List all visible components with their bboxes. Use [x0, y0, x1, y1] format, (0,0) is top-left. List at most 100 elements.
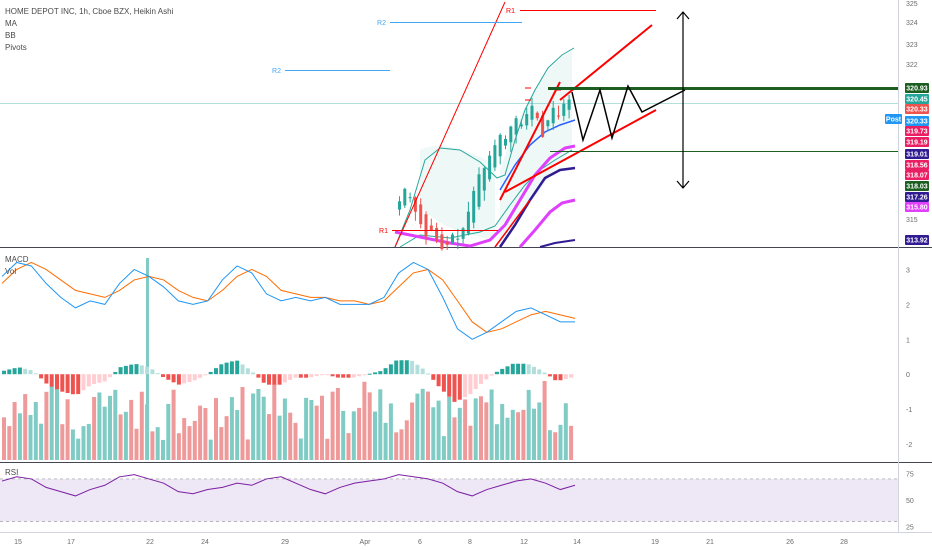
volume-bar: [351, 411, 356, 460]
bb-fill: [500, 50, 572, 240]
volume-bar: [256, 388, 261, 460]
macd-histogram-bar: [134, 364, 139, 375]
chart-title: HOME DEPOT INC, 1h, Cboe BZX, Heikin Ash…: [5, 7, 174, 16]
volume-bar: [272, 383, 277, 460]
macd-histogram-bar: [23, 368, 28, 375]
price-tag-bg: [905, 149, 929, 159]
volume-bar: [330, 391, 335, 460]
macd-histogram-bar: [288, 374, 293, 380]
volume-bar: [150, 431, 155, 460]
macd-histogram-bar: [341, 374, 346, 378]
macd-line: [1, 261, 575, 340]
bb-upper-line: [394, 47, 575, 248]
macd-tick-label: -1: [906, 407, 912, 414]
volume-bar: [208, 439, 213, 460]
macd-histogram-bar: [373, 372, 377, 375]
macd-histogram-bar: [277, 374, 282, 385]
bb-fill: [420, 145, 495, 240]
candle-body: [482, 168, 486, 191]
price-tag: 320.33: [905, 104, 929, 114]
candle-body: [504, 139, 507, 146]
volume-bar: [394, 432, 399, 460]
volume-bar: [357, 407, 362, 460]
volume-bar: [505, 417, 510, 460]
macd-histogram-bar: [378, 371, 383, 375]
macd-histogram-bar: [441, 374, 446, 392]
macd-histogram-bar: [214, 368, 218, 375]
macd-histogram-bar: [187, 374, 192, 383]
candle-body: [435, 227, 439, 241]
macd-histogram-bar: [17, 367, 22, 375]
volume-bar: [102, 406, 107, 460]
candle-body: [466, 211, 470, 234]
candle-body: [546, 120, 550, 127]
time-tick-label: 26: [786, 539, 794, 546]
macd-histogram-bar: [60, 374, 65, 392]
pivot-label: R2: [272, 68, 281, 75]
volume-bar: [494, 424, 499, 460]
volume-bar: [457, 407, 462, 460]
volume-bar: [198, 405, 203, 460]
price-tag-label: 318.03: [906, 184, 928, 191]
price-tag-label: 320.33: [906, 107, 928, 114]
price-tag-bg: [905, 170, 929, 180]
price-tag-label: 319.73: [906, 129, 928, 136]
macd-histogram-bar: [219, 364, 224, 375]
price-tag-label: 320.93: [906, 86, 928, 93]
volume-bar: [55, 386, 59, 460]
study-pivots-label[interactable]: Pivots: [5, 43, 27, 52]
price-tick-label: 323: [906, 42, 918, 49]
volume-bar: [92, 396, 97, 460]
volume-bar: [367, 392, 372, 460]
volume-bar: [70, 429, 75, 460]
price-tag: 318.03: [905, 181, 929, 191]
volume-bar: [521, 409, 526, 460]
study-bb-label[interactable]: BB: [5, 31, 16, 40]
price-tag-bg: [905, 137, 929, 147]
price-tag-bg: [905, 202, 929, 212]
volume-bar: [7, 426, 12, 460]
macd-histogram-bar: [558, 374, 563, 381]
macd-histogram-bar: [118, 367, 123, 375]
macd-histogram-bar: [65, 374, 70, 393]
candle-body: [562, 103, 566, 116]
volume-bar: [129, 399, 134, 460]
macd-histogram-bar: [388, 364, 393, 375]
volume-bar: [473, 398, 478, 460]
macd-histogram-bar: [28, 370, 33, 375]
macd-histogram-bar: [404, 360, 409, 375]
price-tag-label: Post: [886, 117, 902, 124]
macd-signal-line: [1, 261, 576, 333]
volume-bar: [410, 402, 415, 460]
macd-histogram-bar: [39, 374, 44, 379]
trendline-long: [394, 1, 506, 248]
volume-bar: [97, 392, 102, 460]
volume-spike-bar: [146, 258, 149, 460]
pivot-label: R1: [379, 228, 388, 235]
volume-bar: [44, 391, 49, 460]
macd-histogram-bar: [7, 369, 12, 375]
macd-histogram-bar: [272, 374, 277, 385]
volume-bar: [139, 391, 144, 460]
volume-bar: [441, 436, 446, 460]
volume-bar: [373, 411, 377, 460]
price-tag-bg: [905, 126, 929, 136]
ma-pink-slow-line: [518, 198, 576, 248]
macd-histogram-bar: [489, 374, 494, 376]
macd-pane-label: MACD: [5, 255, 29, 264]
macd-histogram-bar: [123, 365, 128, 375]
volume-bar: [463, 399, 468, 460]
rsi-pane-label: RSI: [5, 468, 19, 477]
macd-histogram-bar: [473, 374, 478, 390]
volume-bar: [532, 408, 536, 460]
price-tag-bg: [905, 116, 929, 126]
volume-bar: [542, 381, 547, 460]
macd-histogram-bar: [563, 374, 568, 379]
candle-body: [493, 145, 497, 168]
study-ma-label[interactable]: MA: [5, 19, 17, 28]
macd-histogram-bar: [325, 374, 330, 376]
volume-bar: [166, 403, 171, 460]
volume-bar: [155, 427, 160, 460]
